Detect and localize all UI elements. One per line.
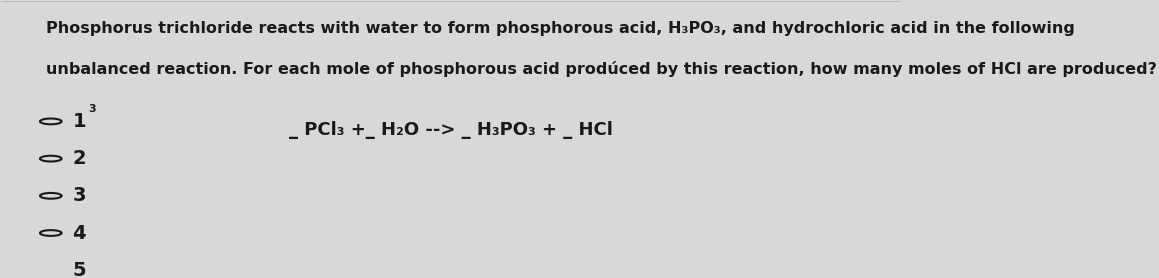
Text: 2: 2 <box>72 149 86 168</box>
Text: 5: 5 <box>72 261 86 278</box>
Text: 1: 1 <box>72 112 86 131</box>
Text: Phosphorus trichloride reacts with water to form phosphorous acid, H₃PO₃, and hy: Phosphorus trichloride reacts with water… <box>46 21 1076 36</box>
Text: 4: 4 <box>72 224 86 242</box>
Text: unbalanced reaction. For each mole of phosphorous acid prodúced by this reaction: unbalanced reaction. For each mole of ph… <box>46 61 1157 77</box>
Text: _ PCl₃ +_ H₂O --> _ H₃PO₃ + _ HCl: _ PCl₃ +_ H₂O --> _ H₃PO₃ + _ HCl <box>289 121 613 139</box>
Text: 3: 3 <box>88 105 96 115</box>
Text: 3: 3 <box>72 186 86 205</box>
